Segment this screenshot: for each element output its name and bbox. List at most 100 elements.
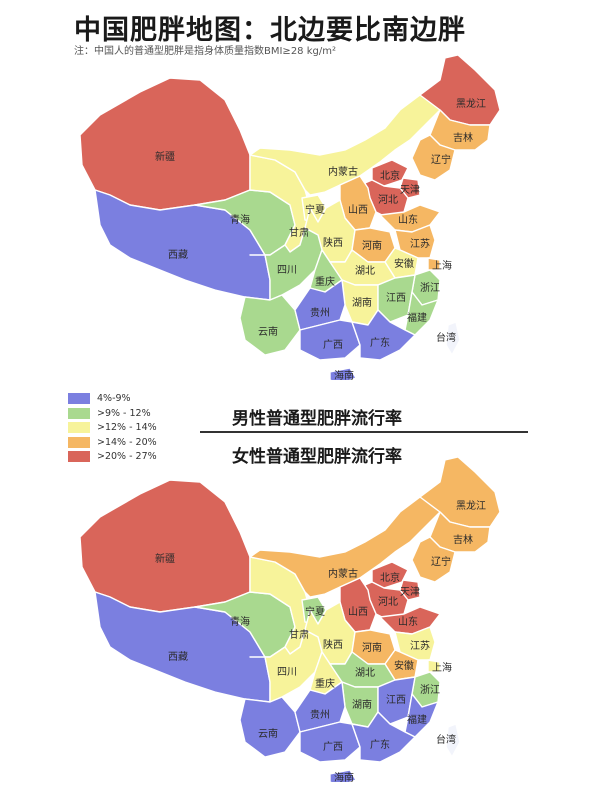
province-label: 黑龙江 bbox=[456, 97, 486, 110]
province-label: 湖南 bbox=[352, 296, 372, 309]
province-label: 内蒙古 bbox=[328, 567, 358, 580]
province-label: 浙江 bbox=[420, 282, 440, 294]
province-label: 吉林 bbox=[453, 533, 473, 546]
province-label: 海南 bbox=[334, 771, 354, 782]
province-label: 江西 bbox=[386, 694, 406, 706]
province-label: 台湾 bbox=[436, 733, 456, 746]
province-label: 湖北 bbox=[355, 667, 375, 679]
province-region bbox=[427, 257, 441, 271]
province-region bbox=[351, 309, 416, 361]
legend-label: >20% - 27% bbox=[97, 451, 157, 462]
map-legend: 4%-9% >9% - 12% >12% - 14% >14% - 20% >2… bbox=[68, 392, 208, 465]
province-region bbox=[79, 77, 251, 211]
province-label: 台湾 bbox=[436, 331, 456, 344]
province-label: 重庆 bbox=[315, 677, 335, 690]
province-label: 广西 bbox=[323, 339, 343, 351]
province-label: 天津 bbox=[400, 184, 420, 196]
province-label: 河北 bbox=[378, 596, 398, 608]
province-region bbox=[249, 629, 323, 703]
province-region bbox=[445, 321, 461, 356]
province-label: 青海 bbox=[230, 213, 250, 226]
province-label: 安徽 bbox=[394, 659, 414, 672]
province-region bbox=[239, 294, 301, 356]
legend-label: 4%-9% bbox=[97, 393, 131, 404]
province-label: 山西 bbox=[348, 606, 368, 618]
province-label: 四川 bbox=[277, 667, 297, 678]
province-label: 新疆 bbox=[155, 552, 175, 565]
province-region bbox=[411, 134, 456, 181]
province-label: 湖北 bbox=[355, 265, 375, 277]
province-label: 宁夏 bbox=[305, 203, 325, 216]
legend-swatch bbox=[68, 407, 90, 419]
province-label: 贵州 bbox=[310, 708, 330, 721]
province-region bbox=[249, 84, 441, 196]
legend-item: >20% - 27% bbox=[68, 450, 208, 463]
province-label: 内蒙古 bbox=[328, 165, 358, 178]
legend-swatch bbox=[68, 393, 90, 404]
province-region bbox=[351, 711, 416, 763]
province-label: 上海 bbox=[432, 661, 452, 674]
province-region bbox=[79, 479, 251, 613]
legend-label: >9% - 12% bbox=[97, 407, 151, 419]
legend-swatch bbox=[68, 422, 90, 433]
province-label: 陕西 bbox=[323, 236, 343, 249]
province-label: 重庆 bbox=[315, 275, 335, 288]
province-label: 宁夏 bbox=[305, 605, 325, 618]
province-label: 河南 bbox=[362, 641, 382, 654]
province-label: 海南 bbox=[334, 369, 354, 380]
legend-item: 4%-9% bbox=[68, 392, 208, 405]
province-region bbox=[239, 696, 301, 758]
legend-label: >12% - 14% bbox=[97, 422, 157, 433]
male-map-caption: 男性普通型肥胖流行率 bbox=[232, 409, 402, 429]
province-label: 云南 bbox=[258, 325, 278, 338]
province-label: 浙江 bbox=[420, 684, 440, 696]
province-label: 湖南 bbox=[352, 698, 372, 711]
province-label: 河南 bbox=[362, 239, 382, 252]
province-region bbox=[249, 486, 441, 598]
province-label: 上海 bbox=[432, 259, 452, 272]
province-label: 山西 bbox=[348, 204, 368, 216]
bmi-footnote: 注：中国人的普通型肥胖是指身体质量指数BMI≥28 kg/m² bbox=[74, 46, 336, 57]
province-label: 甘肃 bbox=[289, 226, 309, 239]
province-label: 河北 bbox=[378, 194, 398, 206]
province-region bbox=[399, 579, 421, 601]
province-label: 福建 bbox=[407, 311, 427, 324]
province-label: 新疆 bbox=[155, 150, 175, 163]
province-label: 吉林 bbox=[453, 131, 473, 144]
province-label: 黑龙江 bbox=[456, 499, 486, 512]
legend-item: >9% - 12% bbox=[68, 407, 208, 420]
legend-item: >14% - 20% bbox=[68, 436, 208, 449]
legend-label: >14% - 20% bbox=[97, 436, 157, 448]
province-label: 陕西 bbox=[323, 638, 343, 651]
province-region bbox=[411, 536, 456, 583]
province-region bbox=[329, 769, 357, 782]
page-title: 中国肥胖地图：北边要比南边胖 bbox=[74, 15, 466, 46]
legend-swatch bbox=[68, 436, 90, 448]
province-region bbox=[249, 227, 323, 301]
province-region bbox=[445, 723, 461, 758]
province-label: 北京 bbox=[380, 169, 400, 182]
province-label: 辽宁 bbox=[431, 555, 451, 568]
province-label: 青海 bbox=[230, 615, 250, 628]
province-region bbox=[427, 659, 441, 673]
province-label: 西藏 bbox=[168, 651, 188, 663]
province-label: 福建 bbox=[407, 713, 427, 726]
province-label: 天津 bbox=[400, 586, 420, 598]
province-label: 广西 bbox=[323, 741, 343, 753]
province-label: 四川 bbox=[277, 265, 297, 276]
province-label: 甘肃 bbox=[289, 628, 309, 641]
legend-item: >12% - 14% bbox=[68, 421, 208, 434]
province-label: 江苏 bbox=[410, 639, 430, 652]
legend-swatch bbox=[68, 451, 90, 462]
province-label: 江苏 bbox=[410, 237, 430, 250]
province-label: 广东 bbox=[370, 336, 390, 349]
female-map-caption: 女性普通型肥胖流行率 bbox=[232, 447, 402, 467]
province-label: 北京 bbox=[380, 571, 400, 584]
province-label: 安徽 bbox=[394, 257, 414, 270]
province-region bbox=[329, 367, 357, 380]
province-label: 广东 bbox=[370, 738, 390, 751]
province-region bbox=[399, 177, 421, 199]
province-label: 山东 bbox=[398, 213, 418, 226]
